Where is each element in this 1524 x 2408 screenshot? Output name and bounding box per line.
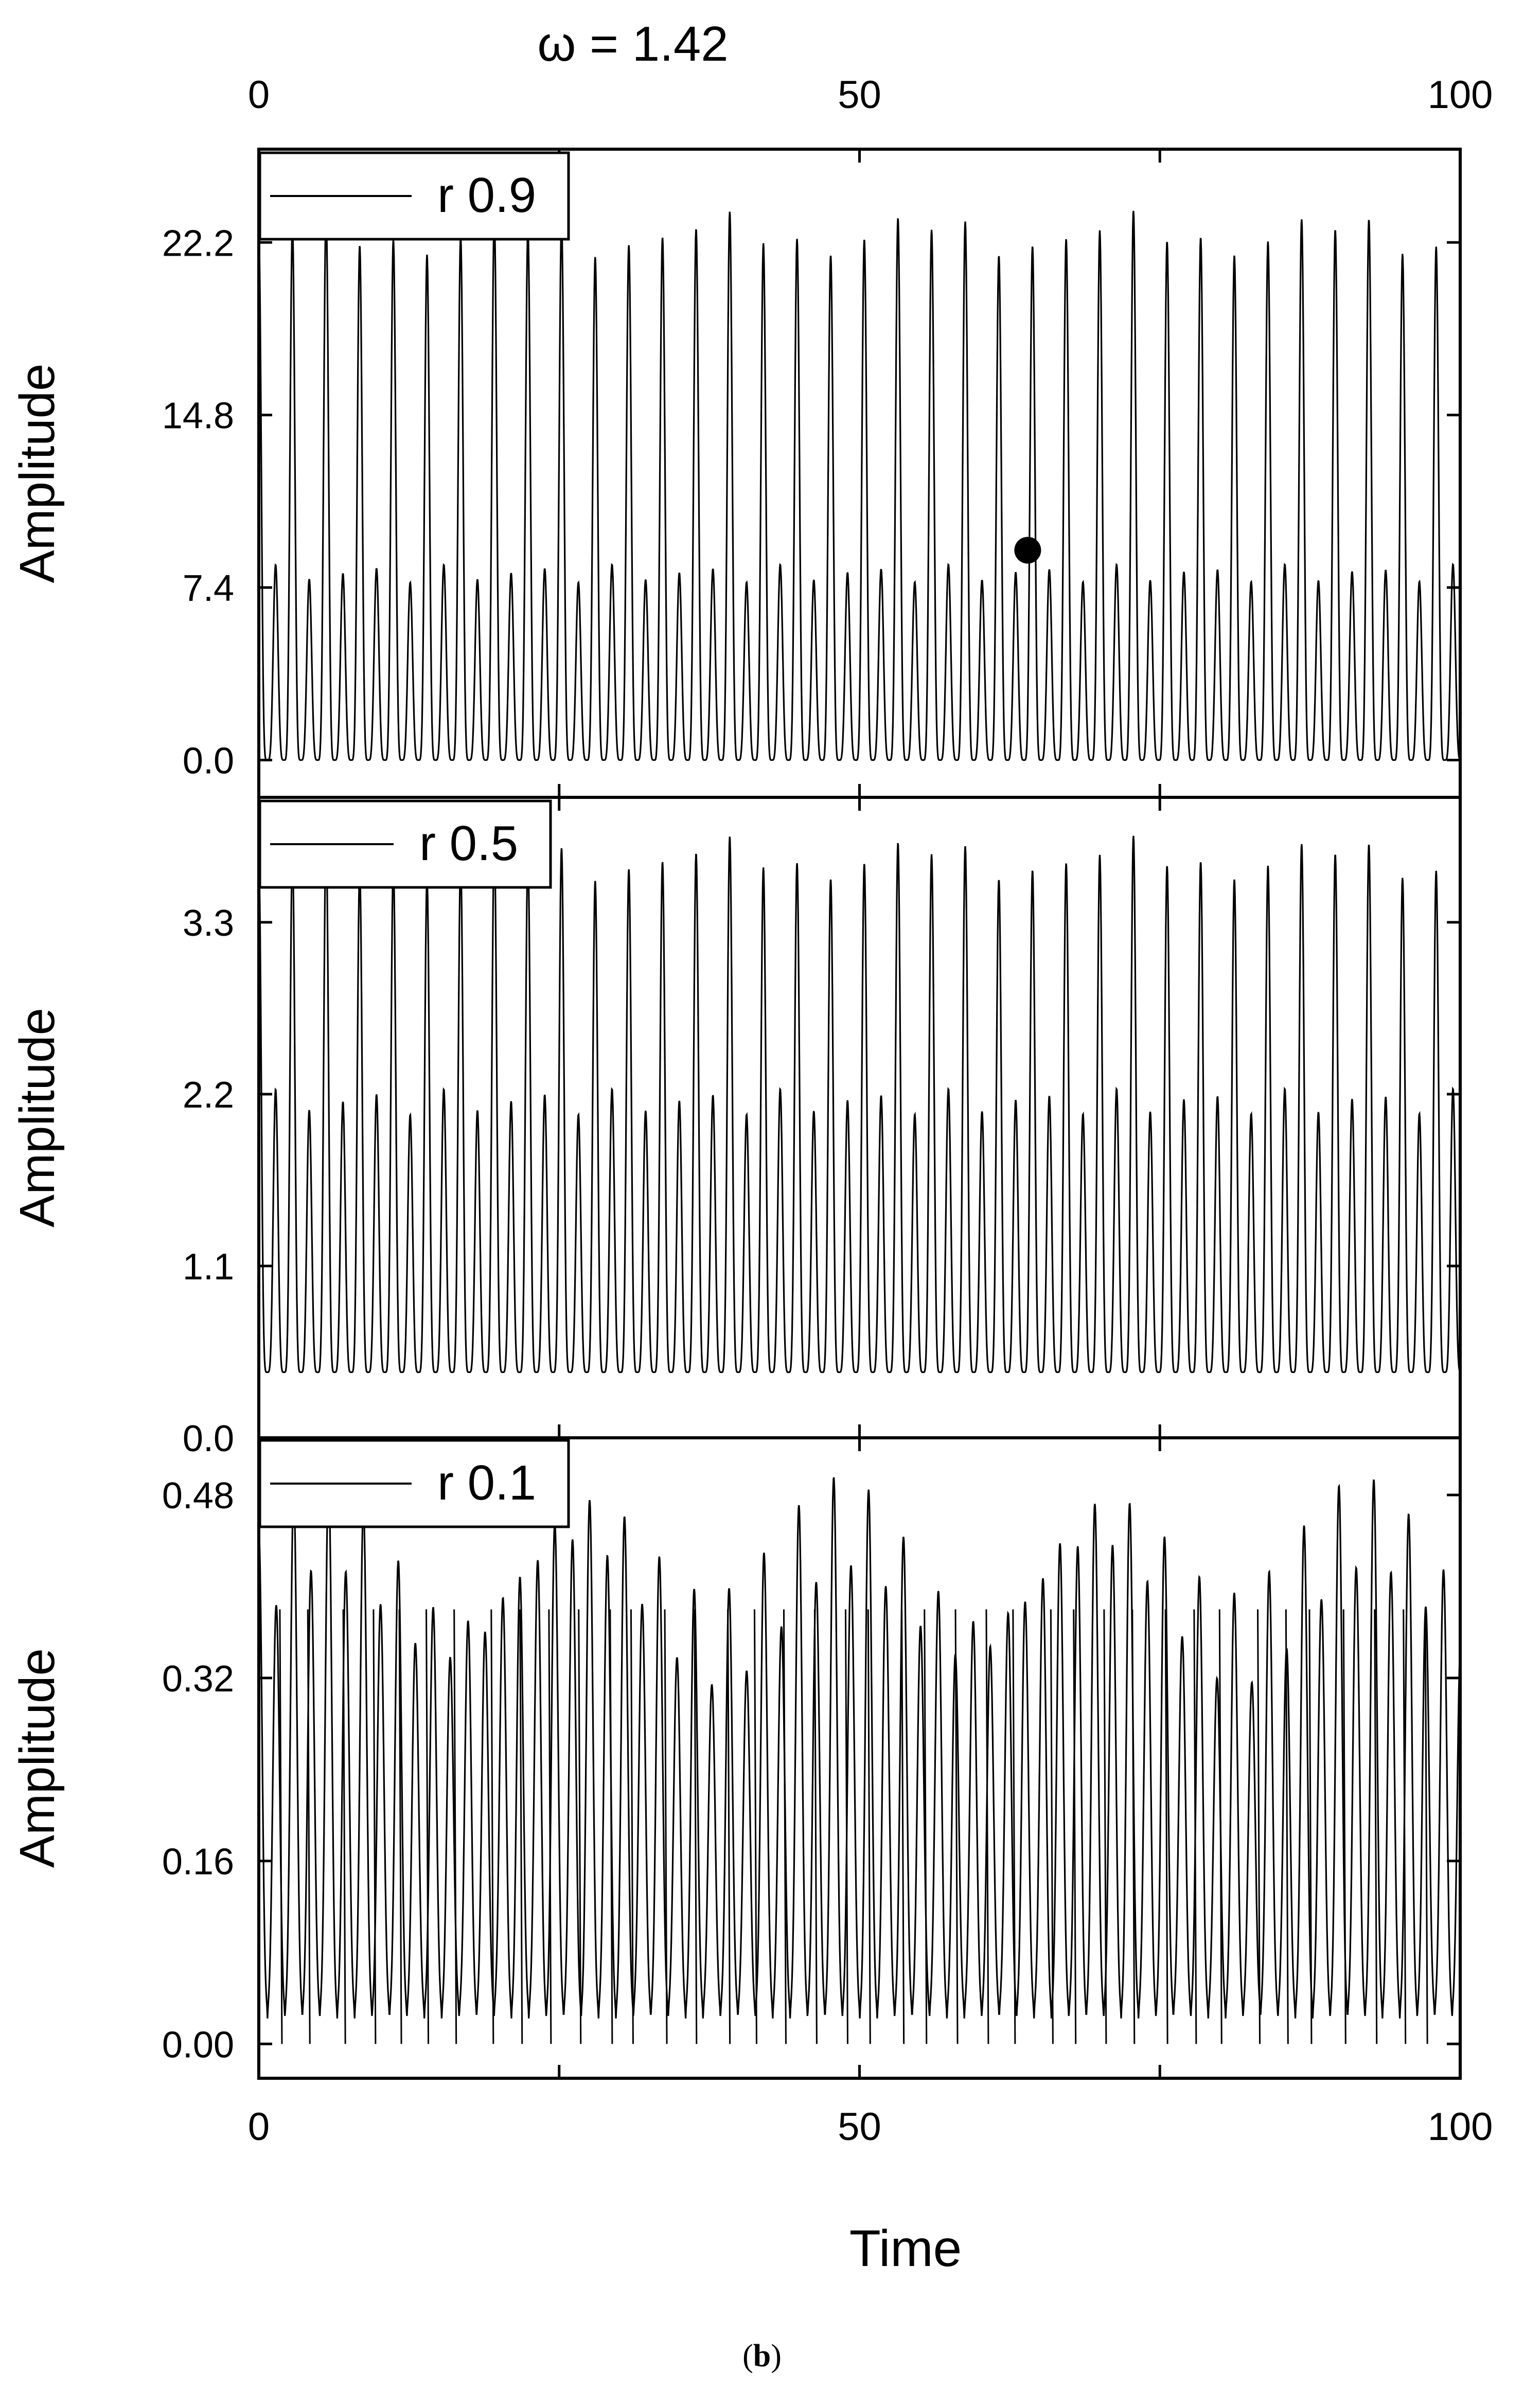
panel-3-dips <box>279 1609 1428 2044</box>
series-dip <box>1308 1609 1313 2044</box>
series-dip <box>813 1609 818 2044</box>
panel-3: 0.00 0.16 0.32 0.48 0 50 100 Amplitude r 0.1 <box>10 1436 1493 2149</box>
series-dip <box>1403 1609 1407 2044</box>
y-axis-label: Amplitude <box>10 1008 65 1227</box>
y-axis-label: Amplitude <box>10 1648 65 1868</box>
series-dip <box>307 1609 311 2044</box>
series-dip <box>1012 1609 1016 2044</box>
series-dip <box>727 1609 731 2044</box>
x-tick-label-top: 50 <box>838 73 881 117</box>
series-dip <box>630 1609 634 2044</box>
series-dip <box>1073 1609 1077 2044</box>
series-dip <box>519 1609 523 2044</box>
y-tick-label: 22.2 <box>162 223 234 264</box>
panel-2-x-ticks <box>558 797 1161 1438</box>
series-dip <box>609 1609 613 2044</box>
series-dip <box>1131 1609 1136 2044</box>
series-dip <box>954 1609 959 2044</box>
panels: 0.0 7.4 14.8 22.2 0 50 100 Amplitude r 0.9 0.0 1.1… <box>10 73 1493 2149</box>
series-dip <box>578 1609 582 2044</box>
series-dip <box>985 1609 989 2044</box>
series-dip <box>490 1609 494 2044</box>
y-tick-label: 3.3 <box>183 903 234 944</box>
series-dip <box>844 1609 848 2044</box>
series-dip <box>867 1609 871 2044</box>
series-dip <box>342 1609 346 2044</box>
y-tick-label: 2.2 <box>183 1075 234 1116</box>
caption-close-paren: ) <box>771 2339 782 2374</box>
panel-3-legend: r 0.1 <box>258 1439 570 1528</box>
caption-letter: b <box>753 2339 771 2374</box>
x-tick-label-top: 0 <box>248 73 270 117</box>
x-axis-label: Time <box>849 2220 962 2277</box>
series-dip <box>901 1609 905 2044</box>
series-dip <box>548 1609 552 2044</box>
panel-1: 0.0 7.4 14.8 22.2 0 50 100 Amplitude r 0.9 <box>10 73 1493 799</box>
y-tick-label: 0.48 <box>162 1475 234 1517</box>
series-dip <box>1285 1609 1289 2044</box>
series-dip <box>1424 1609 1428 2044</box>
omega-label: ω = 1.42 <box>537 16 728 72</box>
x-tick-label-bottom: 0 <box>248 2105 270 2149</box>
series-dip <box>664 1609 668 2044</box>
y-tick-label: 7.4 <box>183 568 234 609</box>
panel-2-legend: r 0.5 <box>258 799 552 889</box>
legend-label: r 0.9 <box>437 168 536 223</box>
y-tick-label: 14.8 <box>162 396 234 437</box>
x-tick-label-top: 100 <box>1428 73 1493 117</box>
x-tick-label-bottom: 50 <box>838 2105 881 2149</box>
y-tick-label: 0.32 <box>162 1658 234 1700</box>
series-dip <box>1103 1609 1107 2044</box>
panel-1-series-line <box>258 210 1461 761</box>
series-dip <box>279 1609 283 2044</box>
series-dip <box>924 1609 928 2044</box>
y-tick-label: 0.00 <box>162 2024 234 2065</box>
series-dip <box>1193 1609 1197 2044</box>
series-dip <box>1164 1609 1168 2044</box>
panel-2: 0.0 1.1 2.2 3.3 Amplitude r 0.5 <box>10 796 1462 1459</box>
series-dip <box>694 1609 698 2044</box>
series-dip <box>426 1609 430 2044</box>
panel-2-series-line <box>258 835 1461 1374</box>
series-dip <box>1342 1609 1346 2044</box>
data-marker <box>1014 537 1041 564</box>
figure-caption: (b) <box>0 2338 1524 2375</box>
y-axis-label: Amplitude <box>10 364 65 583</box>
series-dip <box>398 1609 402 2044</box>
y-tick-label: 0.0 <box>183 740 234 781</box>
series-dip <box>753 1609 757 2044</box>
y-tick-label: 1.1 <box>183 1246 234 1288</box>
series-dip <box>1257 1609 1261 2044</box>
series-dip <box>373 1609 377 2044</box>
legend-label: r 0.5 <box>419 816 518 871</box>
caption-open-paren: ( <box>742 2339 753 2374</box>
panel-1-legend: r 0.9 <box>258 151 570 241</box>
series-dip <box>1218 1609 1222 2044</box>
y-tick-label: 0.16 <box>162 1842 234 1883</box>
x-tick-label-bottom: 100 <box>1428 2105 1493 2149</box>
series-dip <box>783 1609 787 2044</box>
y-tick-label: 0.0 <box>183 1418 234 1459</box>
legend-label: r 0.1 <box>437 1455 536 1510</box>
series-dip <box>1374 1609 1378 2044</box>
series-dip <box>453 1609 457 2044</box>
series-dip <box>1050 1609 1054 2044</box>
